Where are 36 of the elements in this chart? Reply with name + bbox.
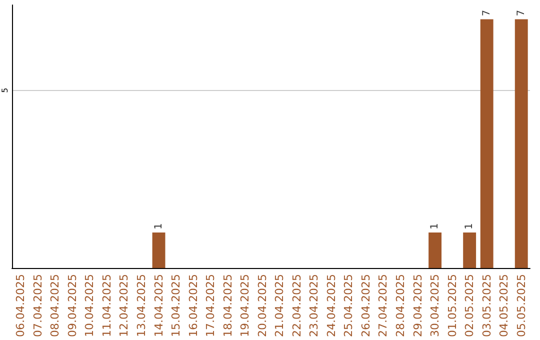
x-tick-label: 04.05.2025 xyxy=(498,274,511,338)
x-tick-label: 19.04.2025 xyxy=(238,274,252,338)
x-tick-label: 09.04.2025 xyxy=(66,274,79,338)
x-tick-label: 21.04.2025 xyxy=(273,274,286,338)
x-tick-label: 12.04.2025 xyxy=(118,274,131,338)
x-tick-label: 06.04.2025 xyxy=(14,274,28,338)
data-label: 1 xyxy=(430,223,441,230)
x-tick-label: 08.04.2025 xyxy=(48,274,62,338)
x-tick-label: 18.04.2025 xyxy=(221,274,234,338)
y-tick-label: 5 xyxy=(0,88,10,93)
x-tick-label: 16.04.2025 xyxy=(186,274,200,338)
x-tick-label: 25.04.2025 xyxy=(342,274,356,338)
x-tick-label: 26.04.2025 xyxy=(359,274,372,338)
data-label: 1 xyxy=(464,223,476,230)
x-tick-label: 14.04.2025 xyxy=(152,274,166,338)
x-tick-label: 28.04.2025 xyxy=(394,274,407,338)
x-tick-label: 03.05.2025 xyxy=(480,274,494,338)
x-tick-label: 22.04.2025 xyxy=(290,274,304,338)
x-tick-label: 07.04.2025 xyxy=(31,274,44,338)
x-tick-label: 02.05.2025 xyxy=(463,274,476,338)
x-tick-label: 10.04.2025 xyxy=(83,274,96,338)
x-tick-label: 24.04.2025 xyxy=(324,274,338,338)
x-tick-label: 30.04.2025 xyxy=(428,274,442,338)
x-tick-label: 23.04.2025 xyxy=(308,274,321,338)
x-tick-label: 11.04.2025 xyxy=(100,274,114,338)
x-tick-label: 13.04.2025 xyxy=(135,274,148,338)
x-tick-label: 20.04.2025 xyxy=(256,274,269,338)
data-label: 1 xyxy=(153,223,164,230)
x-tick-label: 27.04.2025 xyxy=(376,274,390,338)
x-tick-label: 15.04.2025 xyxy=(170,274,183,338)
x-tick-label: 17.04.2025 xyxy=(204,274,218,338)
data-label: 7 xyxy=(481,10,492,16)
data-label: 7 xyxy=(516,10,527,16)
x-tick-label: 29.04.2025 xyxy=(411,274,424,338)
x-tick-label: 01.05.2025 xyxy=(446,274,459,338)
x-tick-label: 05.05.2025 xyxy=(514,274,528,338)
